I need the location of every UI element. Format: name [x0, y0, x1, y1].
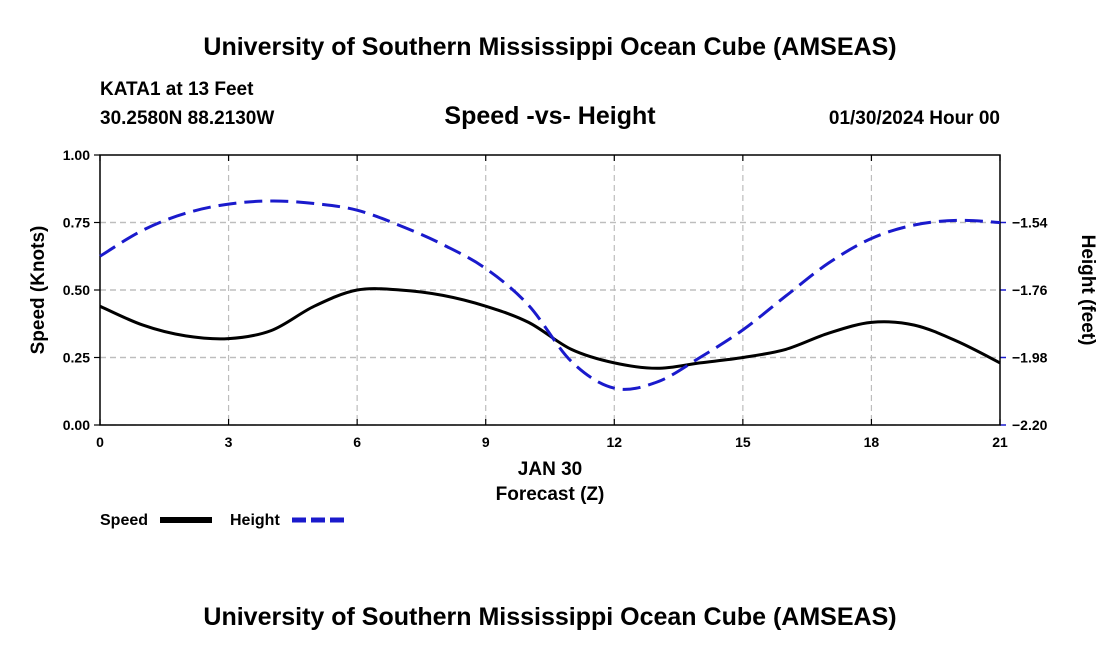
x-tick-label: 21 [992, 434, 1008, 450]
y-right-tick-label: −1.54 [1012, 215, 1048, 231]
footer-title: University of Southern Mississippi Ocean… [203, 603, 896, 631]
y-left-tick-label: 0.00 [63, 417, 90, 433]
y-axis-right-label: Height (feet) [1077, 235, 1098, 346]
x-tick-label: 3 [225, 434, 233, 450]
forecast-date-label: 01/30/2024 Hour 00 [829, 108, 1000, 129]
y-left-tick-label: 1.00 [63, 147, 90, 163]
station-label: KATA1 at 13 Feet [100, 79, 254, 100]
legend-height-label: Height [230, 512, 280, 529]
series-group [99, 199, 1001, 391]
plot-frame [99, 154, 1001, 426]
chart-title: Speed -vs- Height [444, 102, 656, 130]
y-left-tick-label: 0.75 [63, 215, 90, 231]
x-tick-label: 12 [606, 434, 622, 450]
y-axis-left-label: Speed (Knots) [28, 226, 49, 355]
x-tick-label: 6 [353, 434, 361, 450]
legend-speed-label: Speed [100, 512, 148, 529]
legend: Speed Height [100, 512, 344, 529]
y-left-tick-label: 0.25 [63, 350, 90, 366]
grid [100, 155, 1000, 426]
x-tick-label: 9 [482, 434, 490, 450]
y-right-tick-label: −2.20 [1012, 417, 1048, 433]
x-axis-date-label: JAN 30 [518, 459, 582, 480]
x-axis-label: Forecast (Z) [496, 484, 605, 505]
coordinates-label: 30.2580N 88.2130W [100, 108, 274, 129]
x-tick-label: 15 [735, 434, 751, 450]
y-left-tick-label: 0.50 [63, 282, 90, 298]
ticks: 0 3 6 9 12 15 18 21 0.00 0.25 0.50 0.75 1.00 −2.20 −1.… [63, 147, 1048, 450]
series-line-height [99, 199, 1001, 391]
y-right-tick-label: −1.76 [1012, 282, 1048, 298]
x-tick-label: 18 [864, 434, 880, 450]
y-right-tick-label: −1.98 [1012, 350, 1048, 366]
series-line-speed [99, 287, 1001, 370]
page-title: University of Southern Mississippi Ocean… [203, 33, 896, 61]
x-tick-label: 0 [96, 434, 104, 450]
